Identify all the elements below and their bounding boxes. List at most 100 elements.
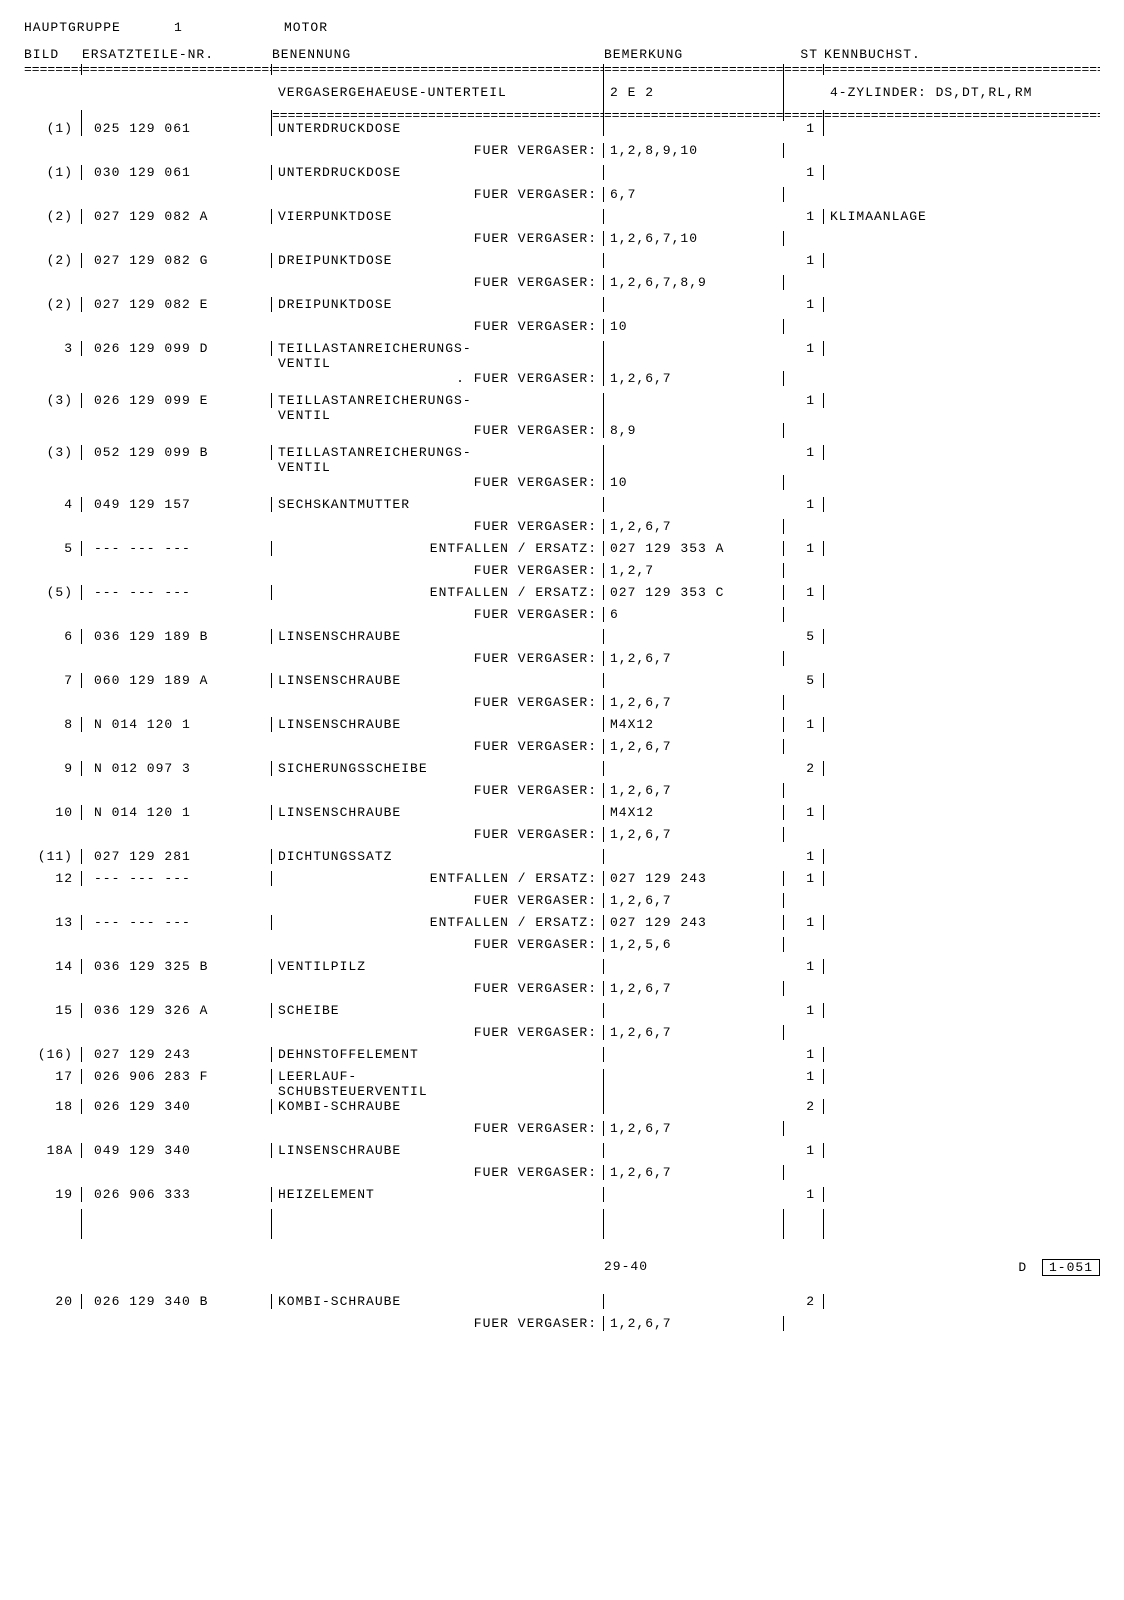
cell-ben: LINSENSCHRAUBE bbox=[272, 805, 604, 820]
table-sub-row: FUER VERGASER:1,2,6,7 bbox=[24, 783, 1100, 805]
cell-bild: 15 bbox=[24, 1003, 82, 1018]
cell-nr: N 014 120 1 bbox=[82, 717, 272, 732]
cell-sub-bem: 1,2,6,7 bbox=[604, 695, 784, 710]
cell-ben: SECHSKANTMUTTER bbox=[272, 497, 604, 512]
cell-bild: 12 bbox=[24, 871, 82, 886]
cell-ben: UNTERDRUCKDOSE bbox=[272, 165, 604, 180]
cell-sub-ben: . FUER VERGASER: bbox=[272, 371, 604, 386]
table-row: (16)027 129 243DEHNSTOFFELEMENT1 bbox=[24, 1047, 1100, 1069]
cell-sub-ben: FUER VERGASER: bbox=[272, 1121, 604, 1136]
cell-bild: 18A bbox=[24, 1143, 82, 1158]
cell-ben: LINSENSCHRAUBE bbox=[272, 629, 604, 644]
cell-st: 1 bbox=[784, 717, 824, 732]
cell-st: 1 bbox=[784, 165, 824, 180]
cell-sub-bem: 6 bbox=[604, 607, 784, 622]
cell-nr: 026 906 283 F bbox=[82, 1069, 272, 1084]
cell-nr: 027 129 082 A bbox=[82, 209, 272, 224]
table-sub-row: FUER VERGASER:1,2,6,7 bbox=[24, 695, 1100, 717]
cell-ben: DICHTUNGSSATZ bbox=[272, 849, 604, 864]
cell-nr: 036 129 326 A bbox=[82, 1003, 272, 1018]
table-sub-row: FUER VERGASER:10 bbox=[24, 475, 1100, 497]
cell-nr: 025 129 061 bbox=[82, 121, 272, 136]
table-sub-row: FUER VERGASER:1,2,6,7 bbox=[24, 1121, 1100, 1143]
cell-nr: --- --- --- bbox=[82, 541, 272, 556]
cell-sub-ben: FUER VERGASER: bbox=[272, 275, 604, 290]
cell-ben: LINSENSCHRAUBE bbox=[272, 717, 604, 732]
cell-ben: ENTFALLEN / ERSATZ: bbox=[272, 871, 604, 886]
page-header: HAUPTGRUPPE 1 MOTOR bbox=[24, 20, 1100, 35]
cell-st: 1 bbox=[784, 1047, 824, 1062]
table-row: 8N 014 120 1LINSENSCHRAUBEM4X121 bbox=[24, 717, 1100, 739]
section-kb: 4-ZYLINDER: DS,DT,RL,RM bbox=[824, 75, 1100, 110]
cell-sub-bem: 1,2,6,7 bbox=[604, 1121, 784, 1136]
cell-st: 1 bbox=[784, 497, 824, 512]
cell-sub-ben: FUER VERGASER: bbox=[272, 1025, 604, 1040]
cell-sub-ben: FUER VERGASER: bbox=[272, 783, 604, 798]
cell-ben: ENTFALLEN / ERSATZ: bbox=[272, 585, 604, 600]
cell-bem: 027 129 353 C bbox=[604, 585, 784, 600]
cell-ben: VENTILPILZ bbox=[272, 959, 604, 974]
cell-sub-ben: FUER VERGASER: bbox=[272, 319, 604, 334]
cell-nr: 027 129 082 G bbox=[82, 253, 272, 268]
cell-st: 2 bbox=[784, 1099, 824, 1114]
cell-st: 1 bbox=[784, 1003, 824, 1018]
table-sub-row: . FUER VERGASER:1,2,6,7 bbox=[24, 371, 1100, 393]
table-row: 19026 906 333HEIZELEMENT1 bbox=[24, 1187, 1100, 1209]
cell-st: 1 bbox=[784, 253, 824, 268]
cell-bild: 19 bbox=[24, 1187, 82, 1202]
cell-ben: KOMBI-SCHRAUBE bbox=[272, 1099, 604, 1114]
table-row: 5--- --- ---ENTFALLEN / ERSATZ:027 129 3… bbox=[24, 541, 1100, 563]
table-row: 10N 014 120 1LINSENSCHRAUBEM4X121 bbox=[24, 805, 1100, 827]
table-row: 3026 129 099 DTEILLASTANREICHERUNGS- VEN… bbox=[24, 341, 1100, 371]
cell-sub-ben: FUER VERGASER: bbox=[272, 1165, 604, 1180]
table-sub-row: FUER VERGASER:1,2,6,7 bbox=[24, 893, 1100, 915]
tail-rows-container: 20026 129 340 BKOMBI-SCHRAUBE2FUER VERGA… bbox=[24, 1294, 1100, 1338]
cell-bild: (5) bbox=[24, 585, 82, 600]
table-row: (11)027 129 281DICHTUNGSSATZ1 bbox=[24, 849, 1100, 871]
col-bild: BILD bbox=[24, 47, 82, 62]
cell-sub-bem: 8,9 bbox=[604, 423, 784, 438]
table-row: 13--- --- ---ENTFALLEN / ERSATZ:027 129 … bbox=[24, 915, 1100, 937]
cell-st: 1 bbox=[784, 1187, 824, 1202]
cell-nr: N 012 097 3 bbox=[82, 761, 272, 776]
cell-bild: (3) bbox=[24, 445, 82, 460]
table-row: 20026 129 340 BKOMBI-SCHRAUBE2 bbox=[24, 1294, 1100, 1316]
table-row: (5)--- --- ---ENTFALLEN / ERSATZ:027 129… bbox=[24, 585, 1100, 607]
cell-nr: 027 129 082 E bbox=[82, 297, 272, 312]
cell-st: 2 bbox=[784, 761, 824, 776]
cell-ben: UNTERDRUCKDOSE bbox=[272, 121, 604, 136]
table-sub-row: FUER VERGASER:6 bbox=[24, 607, 1100, 629]
cell-ben: ENTFALLEN / ERSATZ: bbox=[272, 915, 604, 930]
cell-bild: 13 bbox=[24, 915, 82, 930]
table-sub-row: FUER VERGASER:8,9 bbox=[24, 423, 1100, 445]
cell-st: 1 bbox=[784, 121, 824, 136]
cell-bild: (2) bbox=[24, 297, 82, 312]
cell-bild: 20 bbox=[24, 1294, 82, 1309]
cell-st: 5 bbox=[784, 673, 824, 688]
column-headers: BILD ERSATZTEILE-NR. BENENNUNG BEMERKUNG… bbox=[24, 47, 1100, 64]
cell-ben: DREIPUNKTDOSE bbox=[272, 253, 604, 268]
cell-bild: 14 bbox=[24, 959, 82, 974]
table-row: 12--- --- ---ENTFALLEN / ERSATZ:027 129 … bbox=[24, 871, 1100, 893]
cell-sub-ben: FUER VERGASER: bbox=[272, 937, 604, 952]
cell-sub-bem: 1,2,6,7,10 bbox=[604, 231, 784, 246]
table-sub-row: FUER VERGASER:1,2,6,7,10 bbox=[24, 231, 1100, 253]
cell-sub-ben: FUER VERGASER: bbox=[272, 475, 604, 490]
cell-st: 1 bbox=[784, 541, 824, 556]
cell-sub-bem: 1,2,6,7 bbox=[604, 783, 784, 798]
table-row: (3)052 129 099 BTEILLASTANREICHERUNGS- V… bbox=[24, 445, 1100, 475]
cell-nr: 030 129 061 bbox=[82, 165, 272, 180]
cell-nr: 027 129 243 bbox=[82, 1047, 272, 1062]
cell-sub-ben: FUER VERGASER: bbox=[272, 1316, 604, 1331]
cell-nr: N 014 120 1 bbox=[82, 805, 272, 820]
cell-nr: --- --- --- bbox=[82, 585, 272, 600]
cell-sub-ben: FUER VERGASER: bbox=[272, 651, 604, 666]
cell-bild: (1) bbox=[24, 121, 82, 136]
cell-bild: (2) bbox=[24, 253, 82, 268]
cell-bild: 4 bbox=[24, 497, 82, 512]
table-row: 18026 129 340KOMBI-SCHRAUBE2 bbox=[24, 1099, 1100, 1121]
cell-st: 5 bbox=[784, 629, 824, 644]
cell-nr: 036 129 189 B bbox=[82, 629, 272, 644]
cell-st: 1 bbox=[784, 871, 824, 886]
cell-st: 1 bbox=[784, 1143, 824, 1158]
